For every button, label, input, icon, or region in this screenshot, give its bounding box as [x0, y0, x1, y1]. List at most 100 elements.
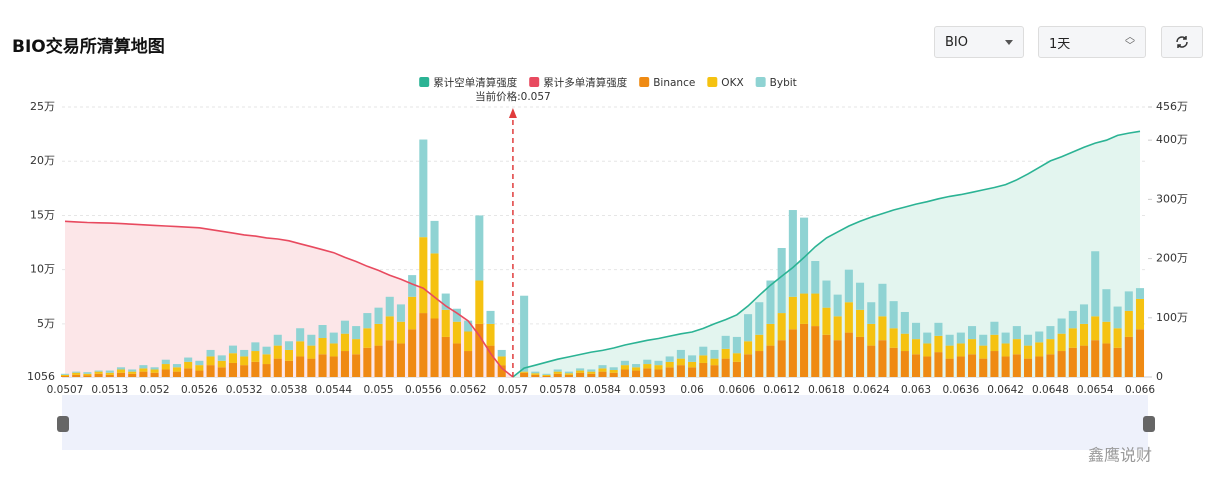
stepper-icon: ︿ ﹀	[1125, 32, 1135, 52]
y2-tick-label: 0	[1156, 370, 1163, 383]
slider-handle[interactable]	[1143, 416, 1155, 432]
y-tick-label: 20万	[30, 154, 55, 167]
x-tick-label: 0.0612	[763, 384, 800, 396]
symbol-select[interactable]: BIO	[934, 26, 1024, 58]
bar-segment	[408, 275, 417, 297]
bar-segment	[128, 373, 137, 377]
bar-segment	[542, 373, 551, 375]
bar-segment	[419, 139, 428, 238]
cumulative-line	[512, 130, 1141, 378]
bar-segment	[766, 280, 775, 324]
bar-segment	[217, 355, 226, 361]
bar-segment	[811, 293, 820, 327]
legend-marker	[707, 77, 718, 87]
bar-segment	[665, 361, 674, 368]
bar-segment	[788, 210, 797, 297]
bar-segment	[340, 351, 349, 377]
bar-segment	[856, 336, 865, 377]
bar-segment	[688, 367, 697, 377]
bar-segment	[1124, 336, 1133, 377]
bar-segment	[553, 369, 562, 372]
bar-segment	[195, 365, 204, 371]
period-select[interactable]: 1天 ︿ ﹀	[1038, 26, 1146, 58]
bar-segment	[1135, 298, 1145, 330]
bar-segment	[374, 323, 383, 346]
bar-segment	[1113, 328, 1122, 348]
bar-segment	[844, 302, 853, 333]
bar-segment	[486, 345, 495, 377]
bar-segment	[923, 343, 932, 357]
arrow-head	[508, 108, 517, 118]
bar-segment	[1035, 356, 1044, 377]
y-tick-label: 1056	[27, 370, 55, 383]
bar-segment	[486, 310, 495, 324]
bar-segment	[1113, 306, 1122, 329]
bar-segment	[116, 367, 126, 370]
bar-segment	[363, 347, 372, 377]
bar-segment	[609, 367, 618, 371]
bar-segment	[172, 371, 182, 377]
bar-segment	[979, 345, 988, 359]
zoom-slider[interactable]	[62, 395, 1148, 450]
bar-segment	[262, 364, 271, 377]
bar-segment	[699, 362, 708, 377]
page-title: BIO交易所清算地图	[12, 37, 165, 57]
bar-segment	[1135, 288, 1145, 299]
bar-segment	[520, 372, 529, 377]
bar-segment	[912, 322, 921, 340]
y-tick-label: 5万	[37, 317, 55, 330]
y-tick-label: 15万	[30, 208, 55, 221]
x-tick-label: 0.052	[140, 384, 170, 396]
bar-segment	[206, 349, 215, 357]
bar-segment	[553, 373, 562, 377]
bar-segment	[979, 358, 988, 377]
bar-segment	[1012, 354, 1021, 377]
bar-segment	[430, 318, 439, 377]
y2-tick-label: 300万	[1156, 192, 1188, 205]
bar-segment	[262, 346, 271, 355]
bar-segment	[956, 356, 965, 377]
bar-segment	[419, 313, 428, 377]
bar-segment	[699, 355, 708, 363]
x-tick-label: 0.0636	[942, 384, 979, 396]
bar-segment	[1035, 342, 1044, 357]
bar-segment	[766, 323, 775, 346]
bar-segment	[94, 371, 103, 374]
bar-segment	[139, 365, 148, 369]
bar-segment	[867, 323, 876, 346]
bar-segment	[643, 364, 652, 369]
bar-segment	[990, 351, 999, 377]
x-tick-label: 0.0538	[271, 384, 308, 396]
x-tick-label: 0.057	[498, 384, 528, 396]
bar-segment	[934, 352, 943, 377]
bar-segment	[128, 369, 137, 372]
bar-segment	[329, 343, 338, 357]
slider-handle[interactable]	[57, 416, 69, 432]
bar-segment	[385, 296, 394, 317]
bar-segment	[296, 341, 305, 357]
annotation-value: 0.057	[521, 91, 551, 103]
legend-label: Bybit	[770, 77, 797, 89]
bar-segment	[1057, 351, 1066, 377]
bar-segment	[284, 341, 293, 350]
bar-segment	[800, 323, 809, 377]
bar-segment	[1091, 316, 1100, 341]
bar-segment	[945, 345, 954, 359]
refresh-button[interactable]	[1161, 26, 1203, 58]
bar-segment	[251, 361, 260, 377]
y2-tick-label: 400万	[1156, 133, 1188, 146]
x-tick-label: 0.06	[680, 384, 704, 396]
bar-segment	[598, 371, 607, 377]
bar-segment	[83, 375, 92, 377]
bar-segment	[452, 343, 461, 377]
bar-segment	[587, 373, 596, 377]
bar-segment	[1124, 291, 1133, 311]
x-tick-label: 0.0584	[584, 384, 621, 396]
bar-segment	[161, 369, 170, 377]
bar-segment	[251, 342, 260, 352]
bar-segment	[1057, 318, 1066, 334]
bar-segment	[889, 328, 898, 348]
bar-segment	[408, 329, 417, 377]
bar-segment	[968, 326, 977, 340]
